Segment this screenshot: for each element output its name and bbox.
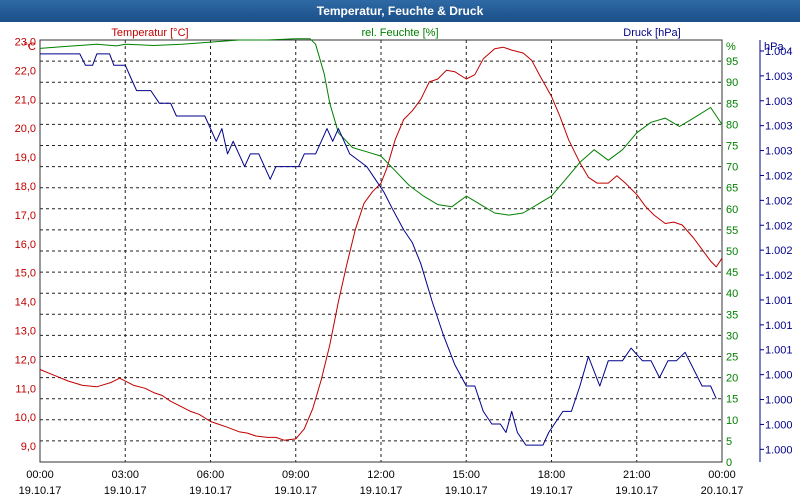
pressure-tick-label: 1.000 — [765, 444, 793, 456]
pressure-tick-label: 1.000 — [765, 370, 793, 382]
temp-tick-label: 18,0 — [15, 181, 36, 193]
temp-unit-label: °C — [24, 41, 36, 53]
humidity-tick-label: 50 — [726, 246, 738, 258]
pressure-tick-label: 1.003 — [765, 121, 793, 133]
temp-tick-label: 15,0 — [15, 268, 36, 280]
humidity-tick-label: 20 — [726, 373, 738, 385]
temp-tick-label: 14,0 — [15, 297, 36, 309]
humidity-tick-label: 60 — [726, 204, 738, 216]
temp-tick-label: 10,0 — [15, 412, 36, 424]
humidity-tick-label: 40 — [726, 288, 738, 300]
pressure-tick-label: 1.002 — [765, 220, 793, 232]
series-layer — [39, 38, 723, 446]
temp-tick-label: 17,0 — [15, 210, 36, 222]
temperature-series-line — [39, 46, 723, 441]
x-tick-time: 21:00 — [623, 469, 651, 481]
humidity-tick-label: 10 — [726, 415, 738, 427]
pressure-series-line — [40, 53, 717, 446]
temp-tick-label: 23,0 — [15, 36, 36, 48]
x-tick-date: 19.10.17 — [360, 485, 403, 497]
x-tick-date: 19.10.17 — [274, 485, 317, 497]
humidity-tick-label: 15 — [726, 394, 738, 406]
x-tick-time: 06:00 — [197, 469, 225, 481]
humidity-tick-label: 65 — [726, 183, 738, 195]
pressure-unit-label: hPa — [764, 41, 784, 53]
x-tick-date: 19.10.17 — [189, 485, 232, 497]
humidity-tick-label: 55 — [726, 225, 738, 237]
pressure-tick-label: 1.001 — [765, 295, 793, 307]
pressure-tick-label: 1.003 — [765, 96, 793, 108]
x-tick-time: 18:00 — [538, 469, 566, 481]
humidity-tick-label: 95 — [726, 56, 738, 68]
pressure-tick-label: 1.003 — [765, 146, 793, 158]
temp-tick-label: 20,0 — [15, 123, 36, 135]
x-tick-date: 19.10.17 — [445, 485, 488, 497]
x-tick-time: 00:00 — [26, 469, 54, 481]
humidity-tick-label: 45 — [726, 267, 738, 279]
pressure-tick-label: 1.004 — [765, 46, 793, 58]
temp-tick-label: 16,0 — [15, 239, 36, 251]
x-tick-date: 20.10.17 — [701, 485, 744, 497]
x-tick-date: 19.10.17 — [104, 485, 147, 497]
pressure-tick-label: 1.003 — [765, 71, 793, 83]
pressure-tick-label: 1.001 — [765, 345, 793, 357]
pressure-tick-label: 1.002 — [765, 245, 793, 257]
pressure-tick-label: 1.000 — [765, 419, 793, 431]
x-tick-time: 00:00 — [708, 469, 736, 481]
humidity-tick-label: 90 — [726, 77, 738, 89]
x-tick-time: 09:00 — [282, 469, 310, 481]
pressure-tick-label: 1.002 — [765, 195, 793, 207]
humidity-tick-label: 80 — [726, 119, 738, 131]
humidity-series-line — [39, 38, 723, 216]
humidity-tick-label: 35 — [726, 309, 738, 321]
humidity-tick-label: 5 — [726, 436, 732, 448]
temp-tick-label: 13,0 — [15, 325, 36, 337]
grid — [40, 40, 722, 462]
x-tick-time: 12:00 — [367, 469, 395, 481]
temp-tick-label: 11,0 — [15, 383, 36, 395]
temp-tick-label: 21,0 — [15, 94, 36, 106]
x-tick-date: 19.10.17 — [615, 485, 658, 497]
pressure-tick-label: 1.002 — [765, 270, 793, 282]
humidity-tick-label: 85 — [726, 98, 738, 110]
temp-axis-title: Temperatur [°C] — [111, 27, 188, 39]
humidity-tick-label: 0 — [726, 457, 732, 469]
x-tick-time: 15:00 — [452, 469, 480, 481]
x-tick-time: 03:00 — [111, 469, 139, 481]
chart-title: Temperatur, Feuchte & Druck — [0, 0, 800, 22]
humidity-tick-label: 70 — [726, 162, 738, 174]
pressure-tick-label: 1.001 — [765, 320, 793, 332]
temp-tick-label: 9,0 — [21, 441, 36, 453]
axis-labels: 00:00 19.10.17 03:00 19.10.17 06:00 19.10.17 0… — [15, 27, 793, 497]
pressure-tick-label: 1.002 — [765, 170, 793, 182]
temp-tick-label: 22,0 — [15, 65, 36, 77]
pressure-tick-label: 1.000 — [765, 395, 793, 407]
temp-tick-label: 19,0 — [15, 152, 36, 164]
pressure-axis-title: Druck [hPa] — [623, 27, 680, 39]
x-tick-date: 19.10.17 — [530, 485, 573, 497]
humidity-tick-label: 25 — [726, 352, 738, 364]
humidity-unit-label: % — [726, 41, 736, 53]
x-tick-date: 19.10.17 — [19, 485, 62, 497]
humidity-tick-label: 75 — [726, 141, 738, 153]
plot-frame — [39, 39, 723, 463]
temp-tick-label: 12,0 — [15, 354, 36, 366]
humidity-tick-label: 30 — [726, 330, 738, 342]
humidity-axis-title: rel. Feuchte [%] — [361, 27, 438, 39]
